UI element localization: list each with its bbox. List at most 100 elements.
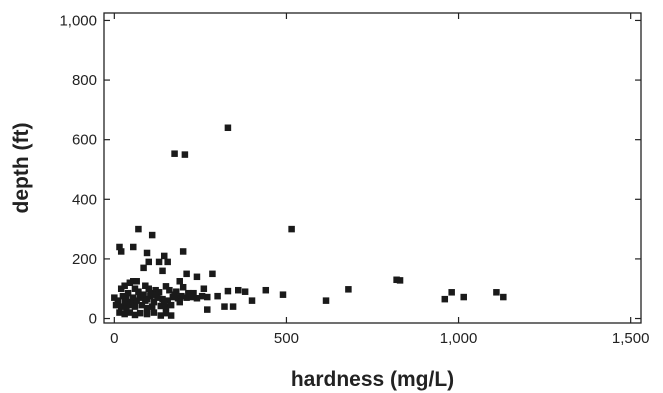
- data-point: [166, 286, 173, 294]
- data-point: [209, 270, 216, 278]
- data-point: [136, 309, 144, 317]
- data-point: [214, 292, 221, 300]
- data-point: [183, 270, 190, 278]
- data-point: [500, 293, 507, 301]
- data-points: [111, 124, 507, 319]
- data-point: [152, 286, 159, 294]
- data-point: [135, 225, 142, 233]
- data-point: [448, 289, 455, 296]
- data-point: [224, 287, 232, 295]
- data-point: [114, 297, 122, 304]
- data-point: [136, 294, 144, 301]
- data-point: [396, 277, 404, 284]
- data-point: [188, 293, 196, 301]
- data-point: [167, 301, 175, 309]
- data-point: [123, 304, 130, 312]
- x-tick-label: 500: [274, 330, 299, 347]
- data-point: [142, 282, 149, 289]
- data-point: [152, 291, 159, 298]
- data-point: [157, 302, 165, 310]
- data-point: [131, 303, 139, 310]
- data-point: [193, 273, 201, 281]
- x-axis-title: hardness (mg/L): [291, 368, 454, 391]
- data-point: [181, 151, 189, 158]
- data-point: [155, 289, 163, 296]
- data-point: [130, 243, 137, 251]
- data-point: [393, 276, 400, 284]
- y-axis-title: depth (ft): [10, 123, 33, 214]
- data-point: [164, 297, 171, 304]
- data-point: [117, 303, 125, 310]
- data-point: [322, 297, 330, 304]
- data-point: [159, 295, 166, 303]
- y-tick-label: 200: [72, 251, 97, 268]
- data-point: [150, 298, 158, 306]
- data-point: [441, 295, 449, 303]
- y-tick-label: 0: [89, 311, 97, 328]
- data-point: [176, 278, 183, 285]
- data-point: [148, 231, 156, 239]
- data-point: [224, 124, 232, 132]
- data-point: [179, 283, 187, 291]
- data-point: [171, 150, 178, 157]
- data-point: [160, 252, 168, 260]
- data-point: [126, 301, 134, 309]
- y-tick-label: 600: [72, 132, 97, 149]
- data-point: [221, 303, 228, 310]
- data-point: [193, 295, 201, 302]
- data-point: [279, 291, 287, 298]
- data-point: [150, 309, 158, 316]
- data-point: [126, 279, 134, 287]
- data-point: [190, 289, 197, 297]
- x-axis-ticks: 0 500 1,000 1,500: [110, 13, 649, 347]
- x-tick-label: 1,500: [612, 330, 650, 347]
- data-point: [112, 301, 120, 309]
- data-point: [121, 282, 128, 289]
- data-point: [117, 285, 125, 292]
- data-point: [116, 309, 123, 316]
- data-point: [200, 285, 208, 292]
- data-point: [121, 298, 128, 306]
- y-tick-label: 400: [72, 191, 97, 208]
- data-point: [138, 301, 146, 309]
- data-point: [147, 289, 154, 297]
- data-point: [160, 300, 168, 307]
- data-point: [159, 267, 166, 275]
- data-point: [143, 304, 151, 312]
- data-point: [157, 312, 165, 319]
- data-point: [111, 294, 118, 301]
- data-point: [124, 289, 132, 297]
- data-point: [235, 286, 242, 294]
- data-point: [143, 310, 151, 318]
- data-point: [130, 294, 137, 301]
- data-point: [140, 264, 147, 272]
- data-point: [198, 292, 206, 300]
- data-point: [140, 291, 147, 298]
- x-tick-label: 0: [110, 330, 118, 347]
- data-point: [164, 258, 171, 266]
- data-point: [241, 288, 249, 295]
- data-point: [204, 306, 211, 313]
- data-point: [162, 303, 170, 311]
- data-point: [148, 303, 156, 310]
- data-point: [145, 258, 152, 266]
- data-point: [167, 312, 175, 319]
- data-point: [126, 309, 134, 316]
- data-point: [135, 288, 142, 295]
- data-point: [183, 294, 190, 301]
- data-point: [162, 283, 170, 290]
- data-point: [133, 297, 140, 304]
- y-tick-label: 1,000: [59, 12, 97, 29]
- data-point: [155, 258, 163, 266]
- data-point: [174, 295, 182, 302]
- data-point: [171, 291, 178, 298]
- data-point: [145, 285, 152, 292]
- data-point: [130, 278, 137, 285]
- data-point: [119, 292, 127, 300]
- data-point: [288, 225, 295, 233]
- data-point: [162, 309, 170, 317]
- data-point: [460, 293, 467, 301]
- plot-frame: [103, 12, 642, 324]
- data-point: [178, 292, 185, 300]
